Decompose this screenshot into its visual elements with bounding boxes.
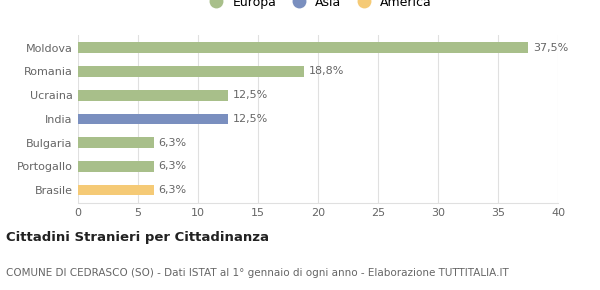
Text: 18,8%: 18,8% bbox=[308, 66, 344, 77]
Text: 6,3%: 6,3% bbox=[158, 138, 187, 148]
Text: 6,3%: 6,3% bbox=[158, 185, 187, 195]
Text: 6,3%: 6,3% bbox=[158, 161, 187, 171]
Legend: Europa, Asia, America: Europa, Asia, America bbox=[199, 0, 437, 14]
Text: 12,5%: 12,5% bbox=[233, 90, 268, 100]
Bar bbox=[78, 66, 304, 77]
Bar bbox=[78, 42, 528, 53]
Text: COMUNE DI CEDRASCO (SO) - Dati ISTAT al 1° gennaio di ogni anno - Elaborazione T: COMUNE DI CEDRASCO (SO) - Dati ISTAT al … bbox=[6, 267, 509, 278]
Bar bbox=[78, 90, 228, 101]
Bar bbox=[78, 161, 154, 172]
Text: 37,5%: 37,5% bbox=[533, 43, 568, 53]
Bar bbox=[78, 185, 154, 195]
Bar bbox=[78, 114, 228, 124]
Bar bbox=[78, 137, 154, 148]
Text: Cittadini Stranieri per Cittadinanza: Cittadini Stranieri per Cittadinanza bbox=[6, 231, 269, 244]
Text: 12,5%: 12,5% bbox=[233, 114, 268, 124]
